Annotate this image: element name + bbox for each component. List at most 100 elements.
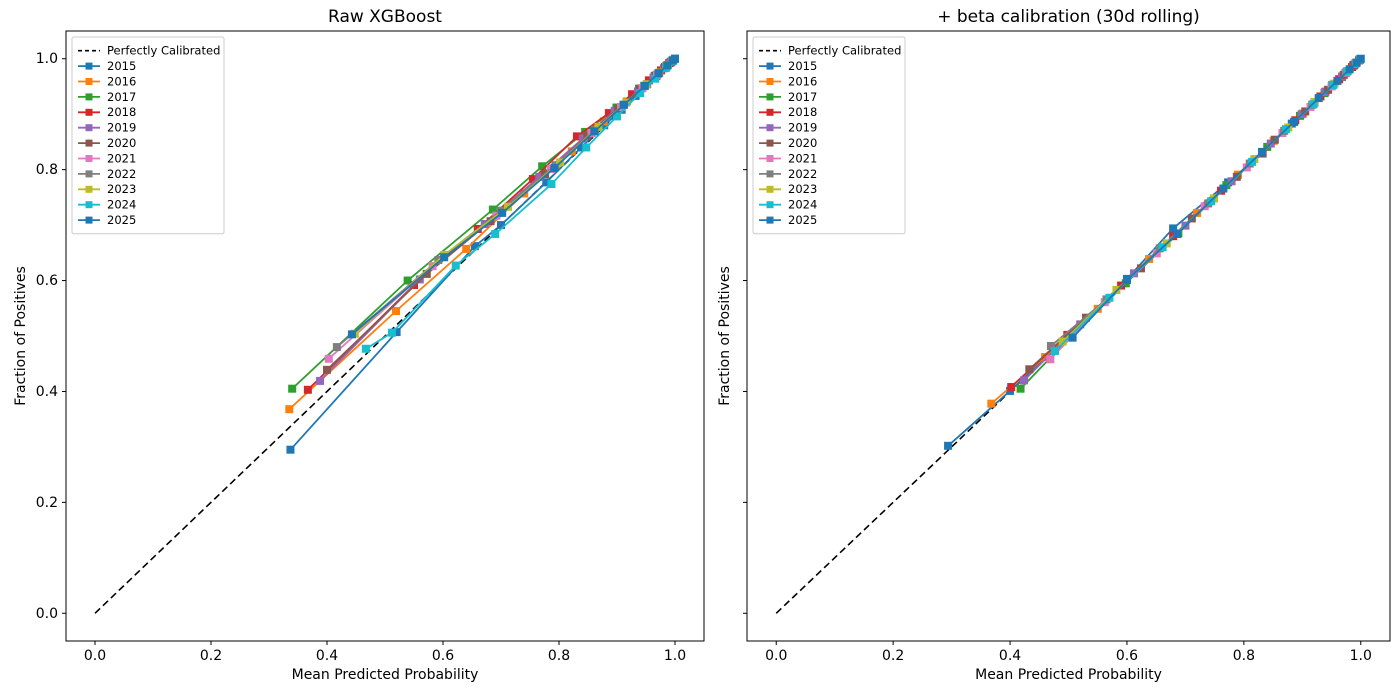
legend-item-label: 2016 (788, 74, 817, 88)
legend-item-label: 2017 (107, 90, 136, 104)
series-marker-2024 (1051, 346, 1060, 355)
series-marker-2019 (316, 376, 325, 385)
series-marker-2019 (1020, 376, 1029, 385)
series-marker-2020 (422, 269, 431, 278)
legend-item-label: 2019 (788, 121, 817, 135)
series-marker-2025 (1290, 117, 1299, 126)
series-marker-2017 (403, 276, 412, 285)
legend-item-label: 2023 (107, 182, 136, 196)
series-marker-2024 (582, 143, 591, 152)
legend-sample-marker (85, 108, 93, 116)
legend-sample-marker (85, 201, 93, 209)
series-marker-2024 (651, 74, 660, 83)
x-tick-label: 0.4 (999, 648, 1021, 664)
series-marker-2024 (387, 328, 396, 337)
series-marker-2025 (671, 54, 679, 63)
legend-item-2015: 2015 (78, 59, 136, 73)
x-tick-label: 0.8 (1233, 648, 1255, 664)
series-marker-2024 (361, 344, 370, 353)
legend-item-2016: 2016 (759, 74, 817, 88)
series-marker-2020 (1025, 365, 1034, 374)
legend-item-2015: 2015 (759, 59, 817, 73)
series-marker-2015 (542, 178, 551, 187)
series-marker-2025 (1068, 333, 1077, 342)
legend-item-2025: 2025 (759, 213, 817, 227)
series-marker-2016 (285, 405, 294, 414)
legend-item-2020: 2020 (78, 136, 136, 150)
legend-item-reference: Perfectly Calibrated (78, 44, 220, 58)
x-tick-label: 0.0 (84, 648, 106, 664)
series-marker-2015 (944, 441, 953, 450)
series-marker-2025 (1122, 275, 1131, 284)
series-marker-2015 (286, 445, 295, 454)
legend-item-label: 2021 (788, 151, 817, 165)
series-marker-2018 (604, 109, 613, 118)
series-marker-2025 (1314, 94, 1323, 103)
series-marker-2025 (440, 253, 449, 262)
series-marker-2025 (619, 100, 628, 109)
series-marker-2025 (1173, 229, 1182, 238)
y-axis-label: Fraction of Positives (717, 266, 733, 406)
legend-item-2020: 2020 (759, 136, 817, 150)
legend-item-label: Perfectly Calibrated (107, 44, 220, 58)
series-marker-2019 (578, 134, 587, 143)
legend-item-label: 2019 (107, 121, 136, 135)
legend-sample-marker (85, 78, 93, 85)
legend-sample-marker (766, 185, 774, 193)
series-marker-2015 (1169, 224, 1178, 233)
series-marker-2025 (1352, 58, 1361, 67)
legend-item-2016: 2016 (78, 74, 136, 88)
legend-item-2019: 2019 (759, 121, 817, 135)
legend-item-2024: 2024 (78, 198, 136, 212)
series-marker-2025 (640, 81, 649, 90)
series-2025 (347, 54, 679, 339)
x-tick-label: 0.6 (432, 648, 454, 664)
series-marker-2016 (1041, 353, 1050, 362)
series-marker-2017 (288, 384, 297, 393)
series-2025 (1068, 54, 1365, 342)
series-marker-2018 (303, 385, 312, 394)
legend-item-label: 2015 (107, 59, 136, 73)
legend-sample-marker (766, 139, 774, 147)
legend-sample-marker (85, 139, 93, 147)
series-marker-2022 (1046, 341, 1055, 350)
series-marker-2017 (538, 162, 547, 171)
legend-item-label: 2025 (788, 213, 817, 227)
series-marker-2018 (1007, 383, 1016, 392)
legend-item-label: 2023 (788, 182, 817, 196)
series-marker-2016 (392, 307, 401, 316)
series-marker-2015 (470, 242, 479, 251)
series-marker-2025 (1257, 147, 1266, 156)
legend-item-label: 2018 (107, 105, 136, 119)
series-marker-2025 (1333, 76, 1342, 85)
legend-sample-marker (85, 62, 93, 70)
legend-sample-marker (766, 62, 774, 70)
legend-item-label: 2020 (107, 136, 136, 150)
legend-item-label: 2020 (788, 136, 817, 150)
series-marker-2024 (547, 180, 556, 189)
x-tick-label: 0.0 (765, 648, 787, 664)
legend-item-2017: 2017 (78, 90, 136, 104)
legend-sample-marker (85, 124, 93, 132)
y-tick-label: 0.2 (36, 495, 58, 511)
legend-item-reference: Perfectly Calibrated (759, 44, 901, 58)
series-marker-2025 (663, 61, 672, 70)
legend-sample-marker (85, 185, 93, 193)
series-marker-2020 (323, 365, 331, 374)
series-marker-2025 (550, 163, 559, 172)
series-marker-2017 (1016, 384, 1025, 393)
legend-item-label: 2022 (788, 167, 817, 181)
legend-sample-marker (766, 155, 774, 162)
series-marker-2021 (324, 354, 333, 363)
legend-sample-marker (766, 93, 774, 101)
series-marker-2023 (1058, 337, 1067, 346)
chart-panel-1: 0.0 0.2 0.4 0.6 0.8 1.0 + beta calibration (30… (717, 7, 1391, 683)
x-tick-label: 0.2 (882, 648, 904, 664)
legend-item-label: 2024 (788, 198, 817, 212)
y-tick-label: 1.0 (36, 51, 58, 67)
legend-item-2021: 2021 (78, 151, 136, 165)
legend-sample-marker (85, 216, 93, 224)
legend-item-2022: 2022 (759, 167, 817, 181)
